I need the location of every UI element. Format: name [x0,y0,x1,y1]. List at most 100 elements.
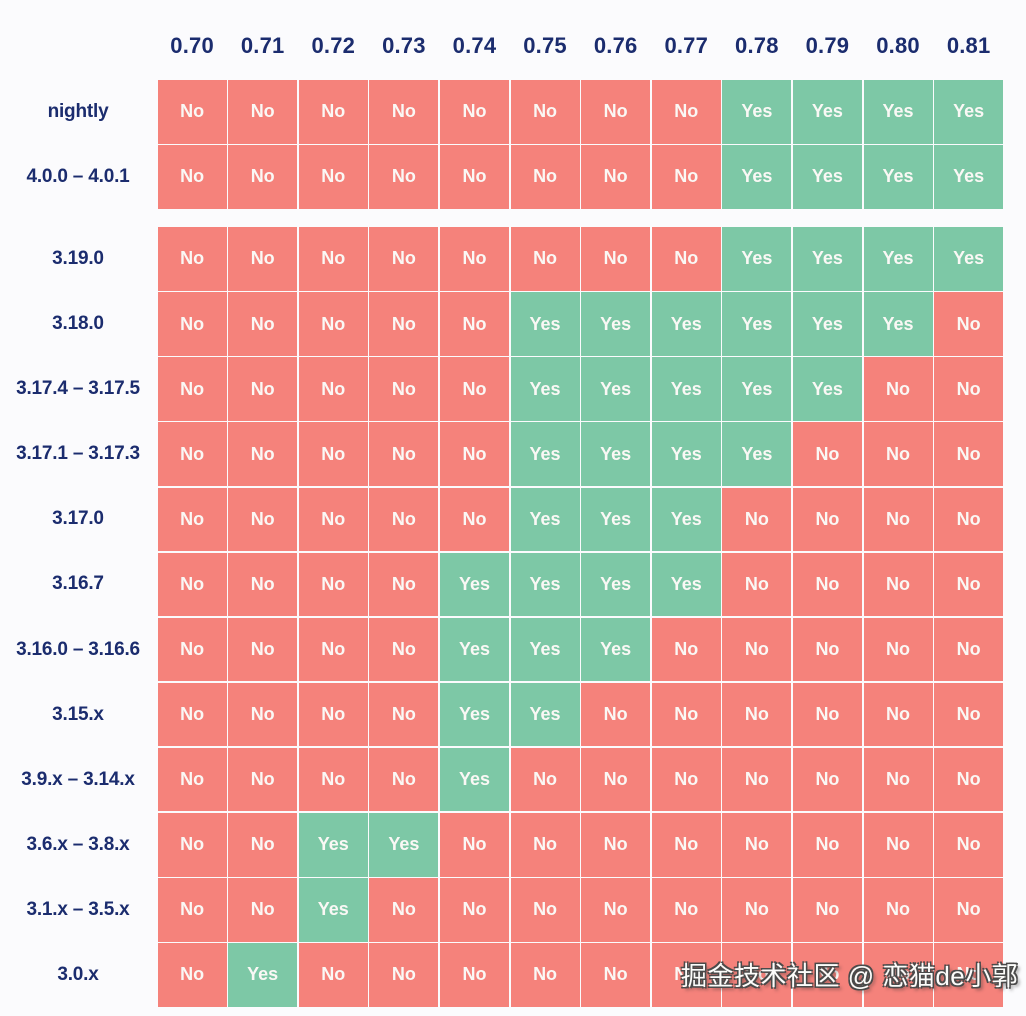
column-header: 0.72 [311,33,356,58]
cell-no: No [157,422,227,486]
cell-no: No [722,552,792,617]
cell-no: No [228,145,298,209]
cell-no: No [581,878,651,942]
cell-no: No [863,878,933,942]
cell-no: No [863,813,933,877]
row-label: 3.18.0 [52,313,104,335]
cell-no: No [298,682,368,747]
matrix-row: 3.16.0 – 3.16.6 No No No No Yes Yes Yes No No No No… [0,617,1026,682]
cell-no: No [228,747,298,812]
cell-no: No [722,617,792,682]
cell-no: No [157,487,227,552]
cell-no: No [157,227,227,291]
cell-yes: Yes [792,292,862,356]
cell-yes: Yes [228,943,298,1007]
matrix-row: 3.18.0 No No No No No Yes Yes Yes Yes Yes Yes No [0,292,1026,356]
matrix-row: 3.6.x – 3.8.x No No Yes Yes No No No No No No No No [0,813,1026,877]
cell-no: No [510,878,580,942]
cell-no: No [439,357,509,421]
cell-no: No [369,617,439,682]
row-label: nightly [47,100,109,122]
cell-no: No [792,682,862,747]
cell-no: No [722,813,792,877]
column-header: 0.71 [240,33,285,58]
cell-no: No [651,227,721,291]
cell-no: No [298,422,368,486]
cell-no: No [157,747,227,812]
row-label: 4.0.0 – 4.0.1 [26,165,130,187]
cell-yes: Yes [651,552,721,617]
cell-yes: Yes [792,80,862,144]
cell-no: No [510,747,580,812]
column-header: 0.76 [593,33,638,58]
cell-no: No [439,292,509,356]
column-header-row: 0.70 0.71 0.72 0.73 0.74 0.75 0.76 0.77 0.78 0.79… [0,0,1026,80]
cell-yes: Yes [510,357,580,421]
cell-no: No [934,617,1004,682]
cell-no: No [157,617,227,682]
cell-no: No [581,813,651,877]
cell-no: No [228,292,298,356]
cell-no: No [157,878,227,942]
cell-no: No [439,422,509,486]
cell-no: No [934,357,1004,421]
cell-no: No [863,617,933,682]
cell-no: No [228,422,298,486]
cell-yes: Yes [934,145,1004,209]
cell-no: No [369,357,439,421]
cell-no: No [581,943,651,1007]
cell-no: No [157,357,227,421]
cell-yes: Yes [510,552,580,617]
column-header: 0.75 [523,33,567,58]
matrix-row: 3.17.1 – 3.17.3 No No No No No Yes Yes Yes Yes No N… [0,422,1026,486]
cell-no: No [792,747,862,812]
cell-no: No [228,227,298,291]
cell-yes: Yes [581,422,651,486]
cell-yes: Yes [792,357,862,421]
cell-yes: Yes [651,422,721,486]
cell-yes: Yes [792,145,862,209]
cell-no: No [369,227,439,291]
column-header: 0.73 [382,33,426,58]
cell-no: No [934,813,1004,877]
cell-no: No [581,145,651,209]
cell-no: No [298,552,368,617]
cell-no: No [228,878,298,942]
row-label: 3.17.1 – 3.17.3 [16,443,140,465]
cell-no: No [157,292,227,356]
cell-no: No [157,943,227,1007]
cell-no: No [722,487,792,552]
cell-no: No [439,227,509,291]
cell-no: No [298,145,368,209]
cell-no: No [439,813,509,877]
cell-no: No [651,878,721,942]
cell-no: No [934,747,1004,812]
cell-no: No [792,878,862,942]
cell-no: No [722,682,792,747]
cell-no: No [722,747,792,812]
cell-no: No [228,552,298,617]
cell-no: No [581,682,651,747]
cell-yes: Yes [439,552,509,617]
column-header: 0.80 [876,33,920,58]
cell-no: No [228,682,298,747]
cell-no: No [792,552,862,617]
cell-yes: Yes [581,552,651,617]
cell-no: No [934,487,1004,552]
cell-no: No [439,145,509,209]
cell-no: No [934,552,1004,617]
cell-yes: Yes [298,878,368,942]
row-label: 3.17.4 – 3.17.5 [16,378,140,400]
cell-no: No [581,227,651,291]
cell-no: No [863,552,933,617]
matrix-row: 4.0.0 – 4.0.1 No No No No No No No No Yes Yes Yes Ye… [0,145,1026,209]
matrix-row: 3.1.x – 3.5.x No No Yes No No No No No No No No No [0,878,1026,942]
row-label: 3.16.7 [52,573,104,595]
cell-no: No [510,813,580,877]
cell-yes: Yes [863,292,933,356]
column-header: 0.70 [170,33,214,58]
cell-no: No [157,552,227,617]
cell-no: No [369,145,439,209]
cell-no: No [792,422,862,486]
cell-yes: Yes [651,357,721,421]
